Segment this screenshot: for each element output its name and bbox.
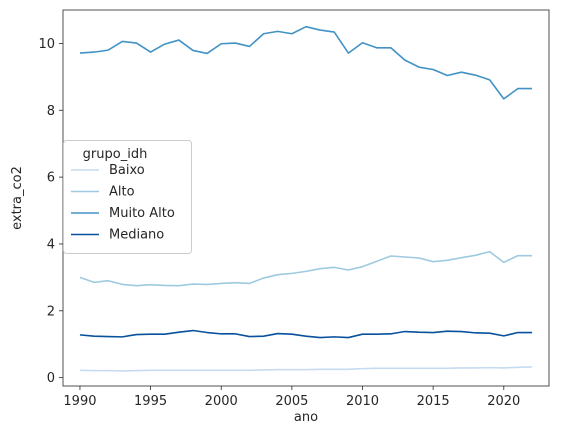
x-axis-ticks: 1990 1995 2000 2005 2010 2015 2020 (63, 386, 520, 409)
legend-items: Baixo Alto Muito Alto Mediano (71, 163, 175, 243)
x-tick-label: 2020 (487, 394, 520, 409)
legend-box (63, 140, 192, 254)
series-line-2 (79, 25, 533, 100)
y-tick-label: 8 (47, 104, 55, 119)
x-axis-label: ano (294, 410, 318, 425)
legend-title: grupo_idh (83, 147, 148, 162)
y-tick-label: 2 (47, 304, 55, 319)
x-tick-label: 1995 (134, 394, 167, 409)
legend-label-2: Muito Alto (109, 206, 175, 221)
series-layer (79, 25, 533, 372)
series-line-3 (79, 329, 533, 339)
legend-label-1: Alto (109, 185, 135, 200)
series-line-1 (79, 250, 533, 287)
x-tick-label: 2010 (346, 394, 379, 409)
x-tick-label: 1990 (63, 394, 96, 409)
legend-label-0: Baixo (109, 163, 145, 178)
x-tick-label: 2000 (205, 394, 238, 409)
y-tick-label: 10 (38, 37, 55, 52)
legend-label-3: Mediano (109, 228, 164, 243)
y-tick-label: 0 (47, 371, 55, 386)
y-tick-label: 6 (47, 171, 55, 186)
y-axis-label: extra_co2 (10, 166, 25, 230)
x-tick-label: 2005 (275, 394, 308, 409)
y-axis-ticks: 0 2 4 6 8 10 (38, 37, 63, 386)
series-line-0 (79, 366, 533, 372)
x-tick-label: 2015 (417, 394, 450, 409)
y-tick-label: 4 (47, 237, 55, 252)
legend: grupo_idh Baixo Alto Muito Alto Mediano (63, 140, 192, 254)
